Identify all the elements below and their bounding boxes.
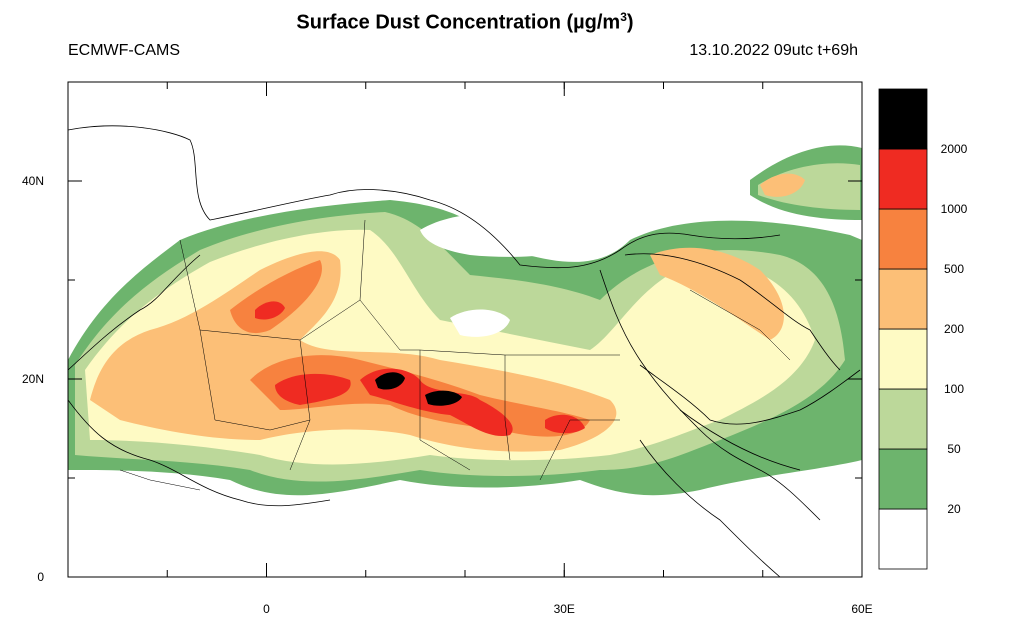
dust-band-200-arabia (650, 247, 784, 340)
dust-band-1000-east (545, 414, 585, 434)
legend-swatch (878, 328, 928, 390)
x-tick-label: 30E (554, 602, 575, 616)
map-field (68, 125, 862, 577)
dust-band-2000-a (375, 372, 405, 390)
coastlines (68, 125, 861, 577)
y-tick-label: 20N (22, 372, 44, 386)
dust-band-1000-nw (255, 301, 285, 320)
borders (119, 219, 791, 491)
y-tick-label: 0 (37, 570, 44, 584)
legend-level-label: 2000 (941, 142, 968, 156)
y-tick-label: 40N (22, 174, 44, 188)
legend-level-label: 50 (947, 442, 961, 456)
dust-band-2000-b (425, 390, 462, 406)
legend: 20 50 100 200 500 1000 2000 (878, 88, 968, 570)
legend-level-label: 200 (944, 322, 964, 336)
legend-swatch (878, 208, 928, 270)
model-label: ECMWF-CAMS (68, 42, 180, 59)
map-title: Surface Dust Concentration (µg/m3) (296, 10, 634, 34)
clean-area-libya (450, 309, 510, 337)
dust-band-200-caucasus (760, 173, 805, 197)
forecast-time-label: 13.10.2022 09utc t+69h (689, 42, 858, 59)
legend-level-label: 1000 (941, 202, 968, 216)
legend-level-label: 500 (944, 262, 964, 276)
clean-area-med (420, 213, 600, 257)
x-tick-label: 0 (263, 602, 270, 616)
legend-swatch (878, 148, 928, 210)
legend-swatch (878, 268, 928, 330)
legend-swatch (878, 508, 928, 570)
legend-level-label: 100 (944, 382, 964, 396)
axis-ticks: 0 30E 60E 0 20N 40N (22, 81, 873, 616)
legend-swatch (878, 448, 928, 510)
legend-swatch (878, 88, 928, 150)
legend-swatch (878, 388, 928, 450)
legend-level-label: 20 (947, 502, 961, 516)
x-tick-label: 60E (851, 602, 872, 616)
dust-band-1000 (275, 373, 351, 405)
dust-band-500-west (230, 260, 322, 334)
